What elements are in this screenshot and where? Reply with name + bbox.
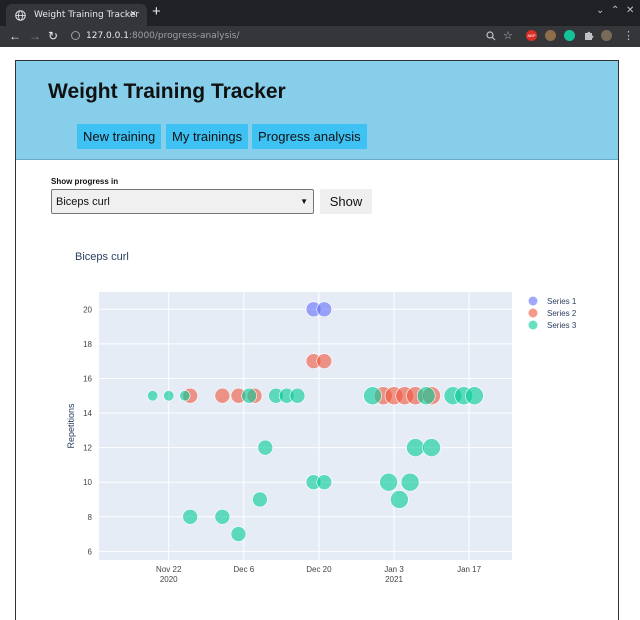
reload-icon[interactable]: ↻ xyxy=(48,29,59,43)
data-point-series-3 xyxy=(379,472,398,492)
y-tick-label: 8 xyxy=(88,513,93,522)
data-point-series-3 xyxy=(465,386,484,406)
tab-close-icon[interactable]: × xyxy=(130,8,137,20)
data-point-series-3 xyxy=(163,390,175,402)
data-point-series-3 xyxy=(422,438,441,457)
plot-background xyxy=(99,292,512,560)
data-point-series-3 xyxy=(230,526,247,542)
data-point-series-2 xyxy=(316,353,333,369)
page-title: Weight Training Tracker xyxy=(48,80,286,103)
exercise-select-label: Show progress in xyxy=(51,177,119,186)
data-point-series-3 xyxy=(406,438,425,457)
x-tick-sublabel: 2020 xyxy=(160,575,178,584)
y-tick-label: 14 xyxy=(83,409,92,418)
data-point-series-1 xyxy=(316,301,333,318)
data-point-series-3 xyxy=(416,386,436,406)
legend-label: Series 2 xyxy=(547,309,577,318)
nav-new-training[interactable]: New training xyxy=(77,124,162,149)
nav-my-trainings[interactable]: My trainings xyxy=(166,124,249,149)
data-point-series-2 xyxy=(214,387,231,404)
browser-tab[interactable]: Weight Training Tracker × xyxy=(6,4,147,26)
zoom-icon[interactable] xyxy=(486,31,496,41)
data-point-series-3 xyxy=(214,508,231,525)
new-tab-button[interactable]: + xyxy=(152,3,161,20)
data-point-series-3 xyxy=(400,472,420,492)
url-host: 127.0.0.1 xyxy=(86,31,129,41)
forward-icon[interactable]: → xyxy=(29,29,41,43)
maximize-icon[interactable]: ⌃ xyxy=(611,5,620,16)
x-tick-label: Dec 20 xyxy=(306,565,332,574)
adblock-icon[interactable]: ABP xyxy=(526,30,537,41)
avatar[interactable] xyxy=(601,30,612,41)
data-point-series-3 xyxy=(390,490,409,509)
browser-titlebar: Weight Training Tracker × + ⌄ ⌃ ✕ xyxy=(0,0,640,26)
address-bar[interactable]: 127.0.0.1:8000/progress-analysis/ xyxy=(86,31,240,41)
exercise-select[interactable]: Biceps curl ▼ xyxy=(51,189,314,214)
legend-marker xyxy=(528,320,538,330)
show-button[interactable]: Show xyxy=(320,189,372,214)
legend-marker xyxy=(528,296,538,306)
y-tick-label: 6 xyxy=(88,547,93,556)
y-tick-label: 10 xyxy=(83,478,92,487)
y-tick-label: 18 xyxy=(83,340,92,349)
exercise-select-value: Biceps curl xyxy=(56,196,110,208)
data-point-series-3 xyxy=(241,387,257,404)
data-point-series-3 xyxy=(179,390,191,402)
data-point-series-3 xyxy=(182,508,198,525)
y-axis-label: Repetitions xyxy=(66,403,76,449)
data-point-series-3 xyxy=(363,386,382,406)
bookmark-star-icon[interactable]: ☆ xyxy=(503,30,513,42)
kebab-menu-icon[interactable]: ⋮ xyxy=(623,30,634,42)
puzzle-icon[interactable] xyxy=(583,30,594,41)
y-tick-label: 20 xyxy=(83,305,92,314)
app-header: Weight Training Tracker New training My … xyxy=(16,61,618,160)
data-point-series-3 xyxy=(147,390,159,402)
x-tick-label: Jan 17 xyxy=(457,565,482,574)
y-tick-label: 16 xyxy=(83,374,92,383)
x-tick-sublabel: 2021 xyxy=(385,575,403,584)
grammarly-icon[interactable] xyxy=(564,30,575,41)
x-tick-label: Dec 6 xyxy=(233,565,254,574)
chart-title: Biceps curl xyxy=(75,251,129,263)
data-point-series-3 xyxy=(316,474,333,490)
nav-progress-analysis[interactable]: Progress analysis xyxy=(252,124,367,149)
x-tick-label: Jan 3 xyxy=(384,565,404,574)
extension-hand-icon[interactable] xyxy=(545,30,556,41)
minimize-icon[interactable]: ⌄ xyxy=(596,5,605,16)
url-path: :8000/progress-analysis/ xyxy=(128,31,240,41)
chevron-down-icon: ▼ xyxy=(300,197,308,206)
data-point-series-3 xyxy=(252,491,268,508)
legend-label: Series 3 xyxy=(547,321,577,330)
close-window-icon[interactable]: ✕ xyxy=(626,5,635,16)
data-point-series-3 xyxy=(257,439,274,456)
x-tick-label: Nov 22 xyxy=(156,565,182,574)
globe-icon xyxy=(15,10,26,21)
site-info-icon[interactable] xyxy=(71,31,80,40)
data-point-series-3 xyxy=(289,387,306,404)
y-tick-label: 12 xyxy=(83,444,92,453)
back-icon[interactable]: ← xyxy=(9,29,21,43)
page: Weight Training Tracker New training My … xyxy=(0,47,640,620)
legend-label: Series 1 xyxy=(547,297,577,306)
tab-title: Weight Training Tracker xyxy=(34,10,140,20)
legend-marker xyxy=(528,308,538,318)
browser-toolbar: ← → ↻ 127.0.0.1:8000/progress-analysis/ … xyxy=(0,26,640,47)
app-container: Weight Training Tracker New training My … xyxy=(15,60,619,620)
